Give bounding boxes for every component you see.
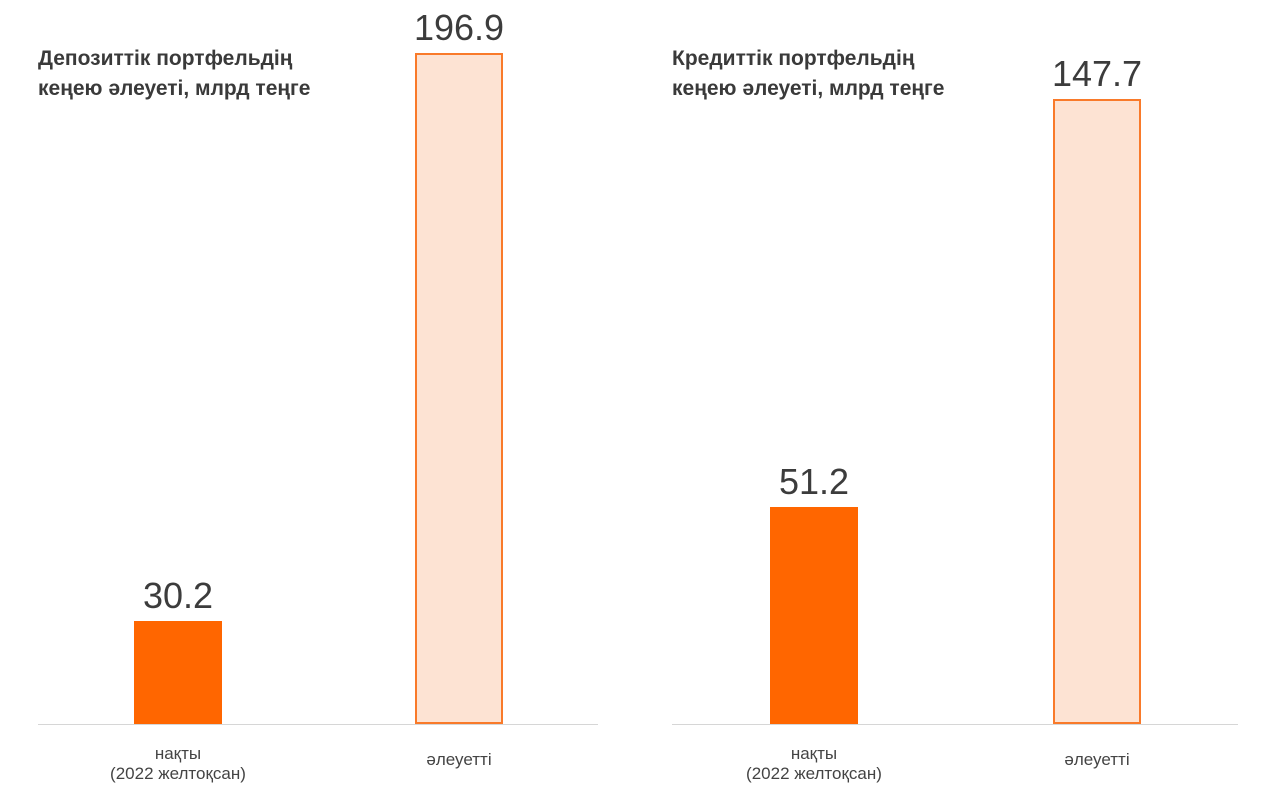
bar-potential [415,52,503,724]
deposit-chart: Депозиттік портфельдің кеңею әлеуеті, мл… [38,0,598,812]
value-label: 196.9 [413,6,505,48]
credit-chart: Кредиттік портфельдің кеңею әлеуеті, млр… [672,0,1238,812]
category-label: нақты (2022 желтоқсан) [694,744,934,784]
value-label: 30.2 [142,575,214,617]
category-label: нақты (2022 желтоқсан) [58,744,298,784]
bar-potential [1053,98,1141,724]
x-axis [38,724,598,725]
category-label-line: (2022 желтоқсан) [110,764,246,783]
title-line: Кредиттік портфельдің [672,47,915,70]
category-label: әлеуетті [977,750,1217,770]
title-line: кеңею әлеуеті, млрд теңге [38,77,311,100]
chart-title: Кредиттік портфельдің кеңею әлеуеті, млр… [672,44,944,104]
category-label-line: әлеуетті [1064,750,1130,769]
title-line: Депозиттік портфельдің [38,47,293,70]
x-axis [672,724,1238,725]
category-label-line: нақты [790,744,838,763]
chart-title: Депозиттік портфельдің кеңею әлеуеті, мл… [38,44,310,104]
category-label-line: әлеуетті [426,750,492,769]
value-label: 51.2 [778,461,850,503]
category-label-line: (2022 желтоқсан) [746,764,882,783]
title-line: кеңею әлеуеті, млрд теңге [672,77,945,100]
bar-actual [770,507,858,724]
category-label: әлеуетті [339,750,579,770]
category-label-line: нақты [154,744,202,763]
value-label: 147.7 [1051,52,1143,94]
bar-actual [134,621,222,724]
